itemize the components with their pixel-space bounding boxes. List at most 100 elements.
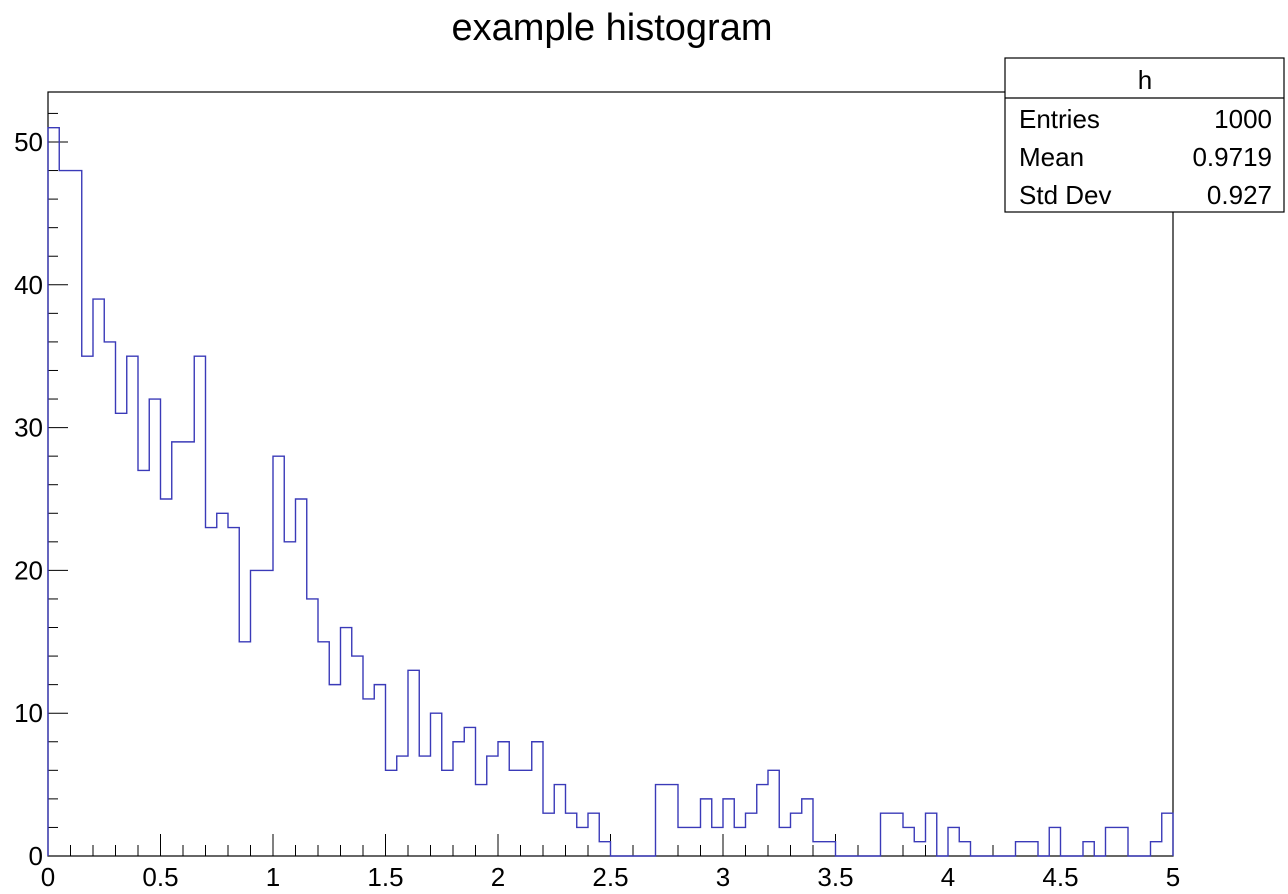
histogram-bin (194, 356, 205, 856)
histogram-bin (914, 842, 925, 856)
stats-mean-label: Mean (1019, 142, 1084, 172)
stats-entries-label: Entries (1019, 104, 1100, 134)
histogram-bin (296, 499, 307, 856)
histogram-bin (341, 628, 352, 856)
histogram-bin (712, 827, 723, 856)
histogram-bin (802, 799, 813, 856)
histogram-bin (48, 128, 59, 856)
histogram-bin (948, 827, 959, 856)
chart-title: example histogram (451, 7, 772, 49)
histogram-bin (678, 827, 689, 856)
x-axis: 0 0.5 1 1.5 2 2.5 3 3.5 4 4.5 5 (41, 834, 1180, 892)
histogram-bin (419, 756, 430, 856)
histogram-series-line (47, 127, 1174, 857)
x-tick-label: 4 (941, 862, 955, 892)
histogram-bin (262, 570, 273, 856)
y-tick-label: 30 (14, 413, 43, 443)
histogram-bin (487, 756, 498, 856)
histogram-bin (217, 513, 228, 856)
histogram-bin (329, 685, 340, 856)
histogram-bin (543, 813, 554, 856)
histogram-bin (509, 770, 520, 856)
histogram-bin (1151, 842, 1162, 856)
y-tick-label: 20 (14, 555, 43, 585)
histogram-bin (926, 813, 937, 856)
stats-box-frame (1004, 57, 1285, 213)
stats-mean-value: 0.9719 (1192, 142, 1272, 172)
histogram-bin (1117, 827, 1128, 856)
histogram-bin (318, 642, 329, 856)
histogram-bin (352, 656, 363, 856)
histogram-bin (59, 171, 70, 856)
histogram-bin (104, 342, 115, 856)
histogram-bin (476, 785, 487, 856)
histogram-bin (667, 785, 678, 856)
x-tick-label: 0 (41, 862, 55, 892)
histogram-bin (599, 842, 610, 856)
x-tick-label: 1.5 (367, 862, 403, 892)
histogram-bin (892, 813, 903, 856)
y-tick-label: 0 (29, 841, 43, 871)
histogram-bin (656, 785, 667, 856)
stats-stddev-label: Std Dev (1019, 180, 1112, 210)
histogram-bin (959, 842, 970, 856)
histogram-bin (408, 670, 419, 856)
histogram-bin (532, 742, 543, 856)
histogram-bin (116, 413, 127, 856)
histogram-bin (138, 470, 149, 856)
histogram-bin (813, 842, 824, 856)
histogram-bin (588, 813, 599, 856)
histogram-bin (1049, 827, 1060, 856)
stats-box: h Entries 1000 Mean 0.9719 Std Dev 0.927 (1004, 57, 1285, 213)
histogram-bin (374, 685, 385, 856)
histogram-bin (172, 442, 183, 856)
y-tick-label: 10 (14, 698, 43, 728)
histogram-bin (453, 742, 464, 856)
histogram-bin (464, 727, 475, 856)
stats-stddev-value: 0.927 (1207, 180, 1272, 210)
histogram-bin (554, 785, 565, 856)
histogram-bin (779, 827, 790, 856)
histogram-bin (746, 813, 757, 856)
histogram-bin (881, 813, 892, 856)
x-tick-label: 4.5 (1042, 862, 1078, 892)
histogram-bin (363, 699, 374, 856)
x-tick-label: 3.5 (817, 862, 853, 892)
histogram-bin (723, 799, 734, 856)
histogram-bin (206, 528, 217, 856)
histogram-bin (386, 770, 397, 856)
histogram-bin (903, 827, 914, 856)
histogram-bin (1027, 842, 1038, 856)
histogram-bin (566, 813, 577, 856)
histogram-bin (273, 456, 284, 856)
histogram-bin (1016, 842, 1027, 856)
x-tick-label: 0.5 (142, 862, 178, 892)
histogram-bin (307, 599, 318, 856)
histogram-bin (577, 827, 588, 856)
histogram-bin (1106, 827, 1117, 856)
histogram-bin (689, 827, 700, 856)
histogram-bin (71, 171, 82, 856)
histogram-bin (521, 770, 532, 856)
histogram-bin (239, 642, 250, 856)
x-tick-label: 1 (266, 862, 280, 892)
histogram-bin (161, 499, 172, 856)
stats-box-title: h (1138, 65, 1152, 95)
histogram-bin (768, 770, 779, 856)
histogram-bin (431, 713, 442, 856)
histogram-bin (498, 742, 509, 856)
x-tick-label: 2.5 (592, 862, 628, 892)
histogram-bin (824, 842, 835, 856)
histogram-bin (251, 570, 262, 856)
x-tick-label: 2 (491, 862, 505, 892)
histogram-bin (442, 770, 453, 856)
histogram-bin (734, 827, 745, 856)
histogram-bin (183, 442, 194, 856)
histogram-bin (284, 542, 295, 856)
x-tick-label: 3 (716, 862, 730, 892)
x-tick-label: 5 (1166, 862, 1180, 892)
histogram-bin (228, 528, 239, 856)
histogram-bin (791, 813, 802, 856)
y-tick-label: 40 (14, 270, 43, 300)
histogram-bin (1083, 842, 1094, 856)
